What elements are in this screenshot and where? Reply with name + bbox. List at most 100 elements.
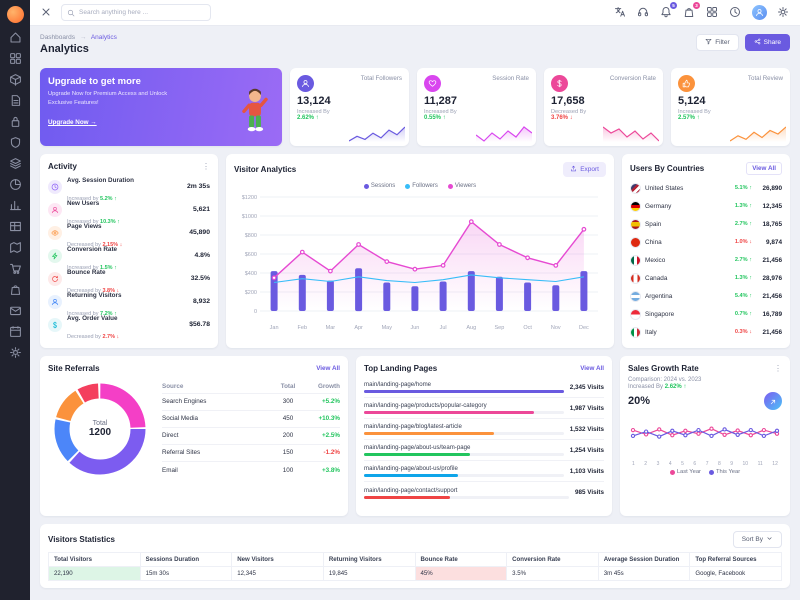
legend-followers[interactable]: Followers [405,183,438,189]
x-tick: 4 [668,461,672,467]
breadcrumb-dashboards[interactable]: Dashboards [40,34,76,41]
legend-viewers[interactable]: Viewers [447,183,476,189]
sidebar-item-table[interactable] [9,220,22,233]
filter-button[interactable]: Filter [696,34,739,51]
landing-page-link[interactable]: main/landing-page/contact/support [364,486,458,494]
sidebar-item-cart[interactable] [9,262,22,275]
sort-by-button[interactable]: Sort By [732,531,782,548]
landing-page-row: main/landing-page/home 2,345 Visits [364,377,604,398]
activity-menu-icon[interactable]: ⋮ [202,161,210,171]
activity-change: Decreased by 3.8% ↓ [67,287,120,294]
layers-icon [9,157,22,170]
gear-icon[interactable] [777,6,790,19]
filter-label: Filter [715,39,730,46]
page-head: Dashboards → Analytics Analytics Filter … [40,34,790,62]
bag-icon[interactable]: 3 [683,2,700,19]
app-logo-icon[interactable] [6,6,24,23]
sidebar-item-home[interactable] [9,31,22,44]
sidebar-item-bag[interactable] [9,283,22,296]
table-column-header[interactable]: Total Visitors [48,552,141,567]
user-avatar[interactable] [752,5,767,20]
activity-label: Conversion Rate [67,245,118,253]
sidebar-item-grid[interactable] [9,52,22,65]
search-box[interactable] [61,4,211,21]
landing-page-bar [364,411,564,414]
country-row: Canada 1.3% ↑ 28,976 [630,269,782,287]
country-name: Spain [645,220,662,228]
donut-total-value: 1200 [88,427,112,438]
activity-value: $56.78 [189,321,210,328]
sidebar-item-chart[interactable] [9,199,22,212]
landing-page-link[interactable]: main/landing-page/blog/latest-article [364,423,462,430]
zap-icon [48,248,62,263]
countries-view-all-link[interactable]: View All [746,162,782,175]
page-content: Dashboards → Analytics Analytics Filter … [30,26,800,600]
activity-label: New Users [67,199,100,207]
legend-this-year[interactable]: This Year [709,469,740,475]
svg-text:$600: $600 [245,252,257,258]
sidebar-item-doc[interactable] [9,94,22,107]
referrals-view-all-link[interactable]: View All [316,365,340,372]
table-cell: 45% [414,566,508,581]
share-icon [754,38,761,47]
stat-value: 17,658 [551,95,585,107]
sidebar-item-lock[interactable] [9,115,22,128]
bag-icon [9,283,22,296]
breadcrumb: Dashboards → Analytics [40,34,117,41]
table-column-header[interactable]: Returning Visitors [322,552,416,567]
activity-value: 2m 35s [186,183,210,190]
country-change: 0.7% ↑ [734,311,752,317]
country-name: Canada [645,274,668,282]
table-column-header[interactable]: New Visitors [231,552,324,567]
breadcrumb-separator: → [79,34,87,41]
x-tick: 10 [742,461,749,467]
headset-icon[interactable] [637,6,650,19]
table-column-header[interactable]: Sessions Duration [139,552,233,567]
landing-page-link[interactable]: main/landing-page/products/popular-categ… [364,402,487,409]
sidebar-item-map[interactable] [9,241,22,254]
sidebar-item-layers[interactable] [9,157,22,170]
search-input[interactable] [79,9,205,16]
site-referrals-card: Site Referrals View All Total 1200 Sourc… [40,356,348,516]
table-cell: 3m 45s [597,566,691,581]
landing-page-link[interactable]: main/landing-page/about-us/profile [364,465,458,472]
clock-icon[interactable] [729,6,742,19]
sidebar-toggle-icon[interactable] [40,6,53,19]
bell-icon[interactable]: 5 [660,2,677,19]
sales-growth-menu-icon[interactable]: ⋮ [774,363,782,373]
activity-change: Increased by 7.2% ↑ [67,310,117,317]
legend-last-year[interactable]: Last Year [669,469,701,475]
x-tick: 2 [644,461,648,467]
sidebar-item-gear[interactable] [9,346,22,359]
flag-icon [630,218,641,230]
legend-sessions[interactable]: Sessions [363,183,395,189]
svg-text:$800: $800 [245,233,257,239]
sidebar-item-shield[interactable] [9,136,22,149]
table-column-header[interactable]: Top Referral Sources [689,552,782,567]
sidebar-item-mail[interactable] [9,304,22,317]
referral-growth: -1.2% [323,449,340,456]
upgrade-now-link[interactable]: Upgrade Now → [48,119,97,127]
grid-icon[interactable] [706,6,719,19]
export-button[interactable]: Export [563,162,606,177]
translate-icon[interactable] [614,6,627,19]
sidebar-item-calendar[interactable] [9,325,22,338]
svg-text:Sep: Sep [495,325,505,331]
stat-value: 5,124 [678,95,706,107]
donut-total-label: Total [92,420,108,427]
sidebar-item-box[interactable] [9,73,22,86]
landing-view-all-link[interactable]: View All [580,365,604,372]
table-column-header[interactable]: Bounce Rate [414,552,508,567]
export-label: Export [580,166,599,173]
landing-page-link[interactable]: main/landing-page/home [364,381,432,388]
sales-growth-action-button[interactable] [764,392,782,410]
table-column-header[interactable]: Average Session Duration [597,552,691,567]
landing-page-link[interactable]: main/landing-page/about-us/team-page [364,444,471,451]
breadcrumb-analytics[interactable]: Analytics [90,34,117,41]
table-column-header[interactable]: Conversion Rate [506,552,599,567]
share-button[interactable]: Share [744,34,790,51]
flag-icon [630,182,641,194]
sidebar-item-pie[interactable] [9,178,22,191]
landing-page-visits: 1,103 Visits [569,467,604,475]
